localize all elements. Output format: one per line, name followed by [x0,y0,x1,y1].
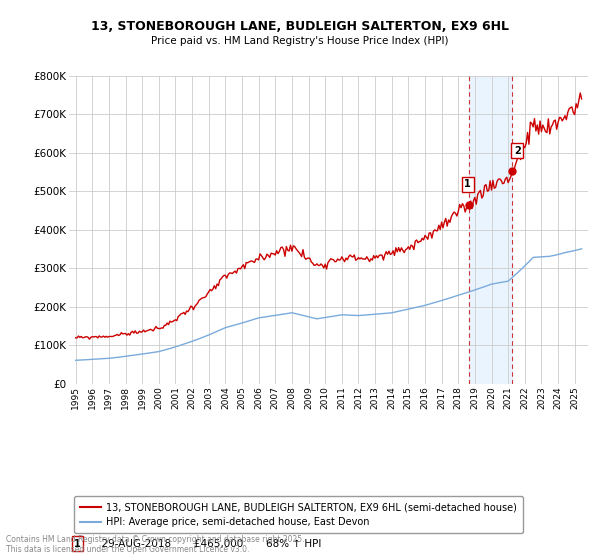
Text: Price paid vs. HM Land Registry's House Price Index (HPI): Price paid vs. HM Land Registry's House … [151,36,449,46]
Legend: 13, STONEBOROUGH LANE, BUDLEIGH SALTERTON, EX9 6HL (semi-detached house), HPI: A: 13, STONEBOROUGH LANE, BUDLEIGH SALTERTO… [74,496,523,533]
Text: 13, STONEBOROUGH LANE, BUDLEIGH SALTERTON, EX9 6HL: 13, STONEBOROUGH LANE, BUDLEIGH SALTERTO… [91,20,509,32]
Text: Contains HM Land Registry data © Crown copyright and database right 2025.
This d: Contains HM Land Registry data © Crown c… [6,535,305,554]
Text: 2: 2 [514,146,521,156]
Bar [469,76,512,384]
Text: 1: 1 [74,539,81,549]
Text: 1: 1 [464,179,471,189]
Text: 29-AUG-2018       £465,000       68% ↑ HPI: 29-AUG-2018 £465,000 68% ↑ HPI [95,539,322,549]
